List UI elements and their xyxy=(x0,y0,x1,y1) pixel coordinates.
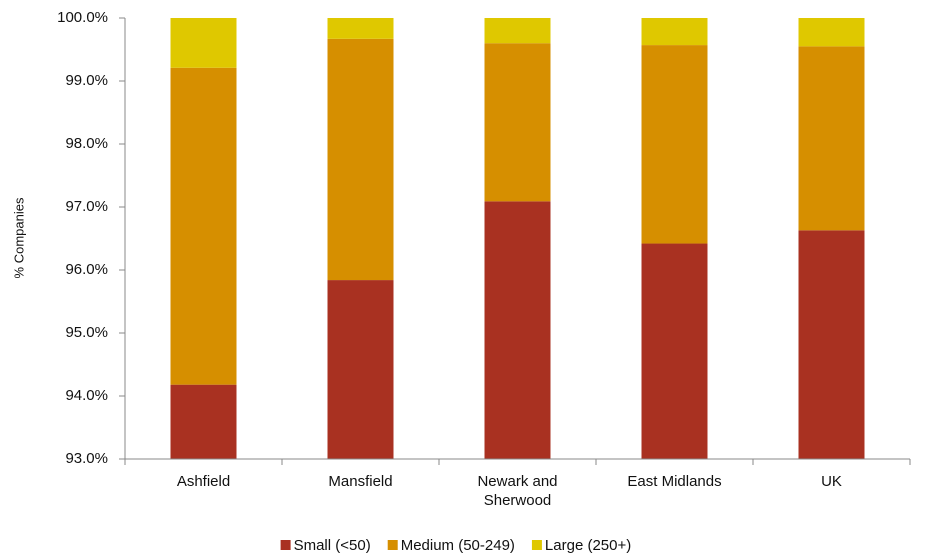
y-tick-label: 98.0% xyxy=(65,135,108,152)
bar-segment xyxy=(327,280,394,459)
bar-segment xyxy=(798,230,865,459)
y-tick-label: 95.0% xyxy=(65,324,108,341)
legend-label: Large (250+) xyxy=(545,537,631,554)
legend-label: Medium (50-249) xyxy=(401,537,515,554)
legend-swatch xyxy=(531,540,542,550)
x-tick-label: Newark and Sherwood xyxy=(477,473,558,509)
y-axis-label: % Companies xyxy=(11,197,26,278)
legend-label: Small (<50) xyxy=(294,537,371,554)
y-tick-label: 100.0% xyxy=(57,9,108,26)
bar-segment xyxy=(641,18,708,46)
x-tick-label: Ashfield xyxy=(176,473,231,490)
bar-segment xyxy=(170,384,237,459)
bar-segment xyxy=(484,201,551,459)
y-tick-label: 93.0% xyxy=(65,450,108,467)
legend-swatch xyxy=(280,540,291,550)
bar-segment xyxy=(327,18,394,39)
bar-segment xyxy=(798,18,865,47)
bar-segment xyxy=(641,45,708,244)
y-tick-label: 97.0% xyxy=(65,198,108,215)
bar-segment xyxy=(484,18,551,44)
bar-segment xyxy=(798,46,865,231)
x-tick-label: UK xyxy=(821,473,842,490)
bar-segment xyxy=(170,18,237,68)
bar-segment xyxy=(641,243,708,459)
bar-segment xyxy=(484,43,551,202)
y-tick-label: 96.0% xyxy=(65,261,108,278)
bar-segment xyxy=(170,67,237,385)
x-tick-label: Mansfield xyxy=(328,473,393,490)
legend-swatch xyxy=(387,540,398,550)
y-tick-label: 94.0% xyxy=(65,387,108,404)
bar-segment xyxy=(327,38,394,281)
y-tick-label: 99.0% xyxy=(65,72,108,89)
x-tick-label: East Midlands xyxy=(627,473,722,490)
